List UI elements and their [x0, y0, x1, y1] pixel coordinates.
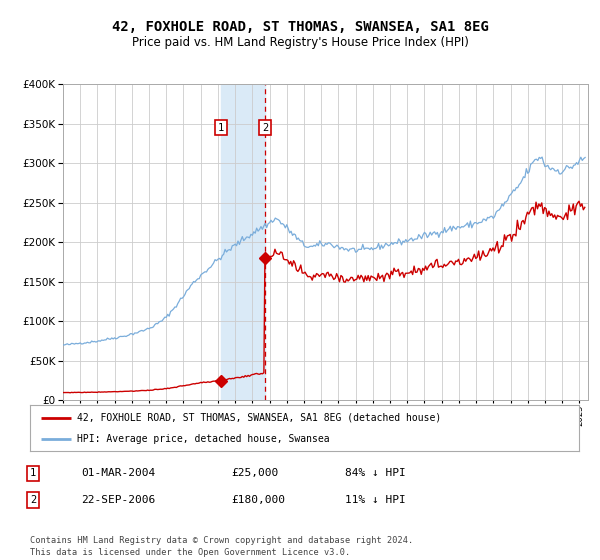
Text: £180,000: £180,000 [231, 495, 285, 505]
Text: 1: 1 [218, 123, 224, 133]
Bar [221, 84, 265, 400]
Text: 1: 1 [30, 468, 36, 478]
Text: £25,000: £25,000 [231, 468, 278, 478]
Text: 22-SEP-2006: 22-SEP-2006 [81, 495, 155, 505]
Text: 01-MAR-2004: 01-MAR-2004 [81, 468, 155, 478]
Text: HPI: Average price, detached house, Swansea: HPI: Average price, detached house, Swan… [77, 435, 329, 444]
Text: 84% ↓ HPI: 84% ↓ HPI [345, 468, 406, 478]
Text: 2: 2 [262, 123, 268, 133]
Text: 11% ↓ HPI: 11% ↓ HPI [345, 495, 406, 505]
Text: 42, FOXHOLE ROAD, ST THOMAS, SWANSEA, SA1 8EG (detached house): 42, FOXHOLE ROAD, ST THOMAS, SWANSEA, SA… [77, 413, 441, 423]
Text: 42, FOXHOLE ROAD, ST THOMAS, SWANSEA, SA1 8EG: 42, FOXHOLE ROAD, ST THOMAS, SWANSEA, SA… [112, 20, 488, 34]
Text: 2: 2 [30, 495, 36, 505]
Text: Contains HM Land Registry data © Crown copyright and database right 2024.
This d: Contains HM Land Registry data © Crown c… [30, 536, 413, 557]
Text: Price paid vs. HM Land Registry's House Price Index (HPI): Price paid vs. HM Land Registry's House … [131, 36, 469, 49]
